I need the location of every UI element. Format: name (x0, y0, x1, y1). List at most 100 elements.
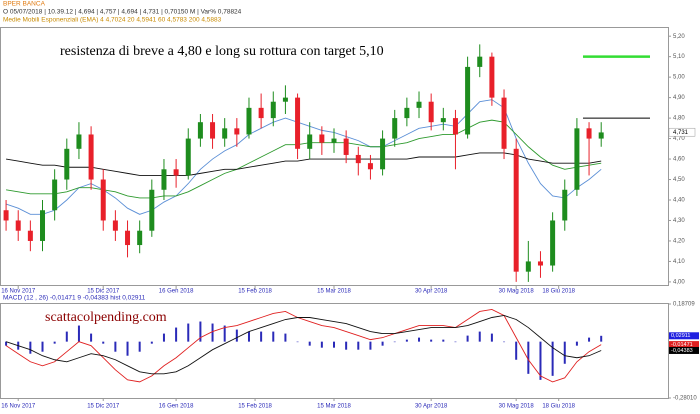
hist-bar (466, 335, 469, 342)
hist-bar (296, 341, 299, 343)
hist-bar (211, 323, 214, 342)
candle-body (246, 107, 252, 135)
candle-body (465, 66, 471, 135)
y-tick-label: 5,20 (673, 34, 685, 40)
candle-body (440, 118, 446, 123)
x-tick-label: 15 Mar 2018 (317, 289, 351, 295)
ema-line (5, 152, 602, 176)
macd-line (5, 315, 602, 375)
hist-bar (223, 325, 226, 342)
y-tick-label: 4,20 (673, 239, 685, 245)
end-label-box (669, 332, 699, 340)
hist-bar (515, 341, 518, 360)
hist-bar (563, 341, 566, 364)
y-tick-label: 4,10 (673, 259, 685, 265)
candle-body (76, 134, 82, 149)
x-tick-label: 16 Gen 2018 (159, 289, 194, 295)
candle-body (513, 148, 519, 272)
candle-body (161, 169, 167, 190)
candle-body (173, 169, 179, 176)
candle-body (64, 148, 70, 180)
candle-body (307, 134, 313, 149)
quote-line: O 05/07/2018 | 10.39.12 | 4,694 | 4,757 … (3, 9, 242, 16)
y-tick-label: 0,18709 (673, 302, 695, 308)
candle-body (319, 134, 325, 143)
candle-body (270, 101, 276, 119)
candle-body (380, 138, 386, 170)
candle-body (489, 56, 495, 98)
hist-bar (5, 341, 8, 346)
last-price-label: 4,731 (673, 130, 689, 136)
hist-bar (575, 341, 578, 346)
candle-body (331, 138, 337, 143)
y-tick-label: 4,60 (673, 157, 685, 163)
hist-bar (29, 341, 32, 354)
hist-bar (320, 341, 323, 348)
x-tick-label: 16 Gen 2018 (159, 404, 194, 410)
hist-bar (65, 331, 68, 342)
candle-body (40, 210, 46, 241)
y-tick-label: 5,00 (673, 75, 685, 81)
hist-bar (284, 333, 287, 342)
hist-bar (235, 329, 238, 342)
candle-body (234, 128, 240, 135)
hist-bar (405, 339, 408, 342)
y-tick-label: 4,30 (673, 218, 685, 224)
y-tick-label: 4,80 (673, 116, 685, 122)
x-tick-label: 18 Giu 2018 (542, 404, 575, 410)
hist-bar (357, 341, 360, 350)
x-tick-label: 15 Dic 2017 (87, 404, 120, 410)
candle-body (88, 134, 94, 180)
hist-bar (90, 333, 93, 342)
candle-body (282, 97, 288, 102)
hist-bar (260, 331, 263, 342)
hist-bar (150, 341, 153, 344)
x-tick-label: 15 Mar 2018 (317, 404, 351, 410)
candle-body (586, 128, 592, 139)
end-label: -0,04383 (671, 348, 693, 354)
candle-body (416, 101, 422, 108)
price-panel (0, 27, 669, 286)
candle-body (100, 179, 106, 221)
hist-bar (539, 341, 542, 380)
hist-bar (187, 323, 190, 342)
candle-body (355, 154, 361, 164)
candle-body (452, 118, 458, 135)
hist-bar (442, 339, 445, 342)
x-tick-label: 30 Mag 2018 (499, 404, 535, 410)
candle-body (428, 101, 434, 123)
end-label: 0,02911 (671, 333, 690, 339)
hist-bar (102, 341, 105, 344)
hist-bar (430, 339, 433, 342)
y-tick-label: 4,50 (673, 177, 685, 183)
hist-bar (490, 333, 493, 342)
hist-bar (199, 321, 202, 342)
x-tick-label: 30 Apr 2018 (415, 404, 448, 410)
macd-title: MACD (12 , 26) -0,01471 9 -0,04383 hist … (3, 295, 146, 302)
hist-bar (308, 341, 311, 346)
candle-body (258, 107, 264, 119)
candle-body (185, 138, 191, 176)
hist-bar (527, 341, 530, 374)
hist-bar (381, 341, 384, 346)
candle-body (137, 230, 143, 246)
y-tick-label: 4,40 (673, 198, 685, 204)
annotation: resistenza di breve a 4,80 e long su rot… (60, 44, 384, 59)
candle-body (501, 97, 507, 149)
hist-bar (175, 327, 178, 342)
candle-body (15, 220, 21, 231)
candle-body (550, 220, 556, 266)
x-tick-label: 18 Giu 2018 (542, 289, 575, 295)
hist-bar (418, 337, 421, 342)
candle-body (392, 118, 398, 139)
y-tick-label: 5,10 (673, 54, 685, 60)
hist-bar (503, 341, 506, 343)
end-label-box (669, 341, 699, 349)
hist-bar (369, 341, 372, 350)
y-tick-label: 4,00 (673, 279, 685, 285)
end-label-box (669, 346, 699, 354)
macd-line (5, 308, 602, 383)
x-tick-label: 15 Feb 2018 (238, 289, 272, 295)
